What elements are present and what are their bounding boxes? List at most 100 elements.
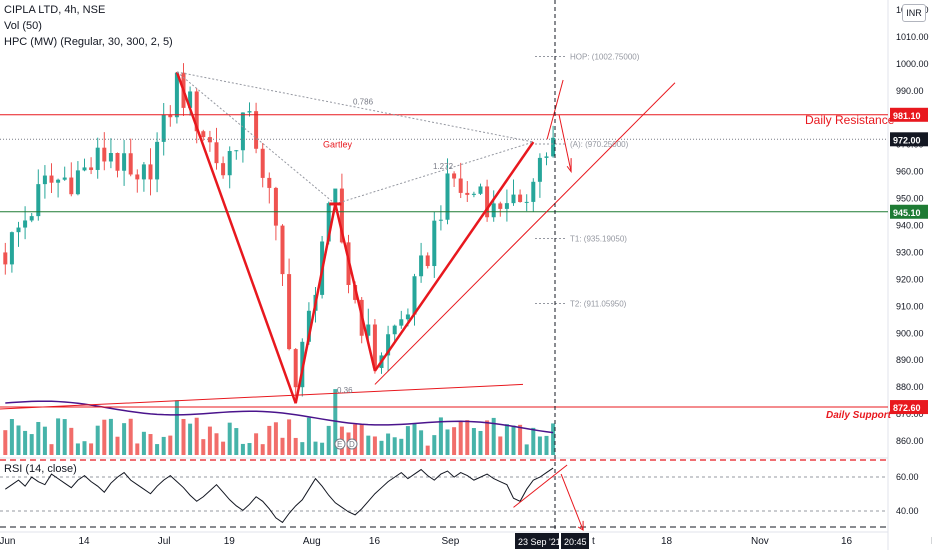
x-tick-label: 14 — [79, 536, 91, 547]
volume-bar — [551, 423, 556, 455]
volume-bar — [122, 423, 127, 455]
candle-body — [207, 137, 212, 143]
cursor-time-box — [561, 533, 589, 549]
pattern-leg[interactable] — [294, 203, 337, 404]
volume-bar — [471, 428, 476, 455]
rsi-line — [5, 467, 554, 524]
volume-bar — [174, 400, 179, 455]
volume-bar — [141, 431, 146, 455]
candle-body — [260, 148, 265, 178]
candle-body — [108, 153, 113, 162]
volume-bar — [498, 436, 503, 455]
candle-body — [551, 137, 556, 157]
candle-body — [518, 194, 523, 203]
volume-bar — [62, 419, 67, 455]
candle-body — [194, 91, 199, 132]
volume-bar — [9, 419, 14, 455]
volume-bar — [392, 437, 397, 455]
volume-bar — [267, 425, 272, 455]
candle-body — [56, 179, 61, 183]
rsi-indicator-label[interactable]: RSI (14, close) — [4, 463, 77, 475]
pattern-leg[interactable] — [373, 141, 535, 372]
target-level-label: (A): (970.25000) — [570, 140, 629, 149]
candle-body — [82, 167, 87, 171]
y-tick-label: 890.00 — [896, 355, 924, 365]
volume-bar — [16, 425, 21, 455]
volume-bar — [333, 389, 338, 455]
candle-body — [399, 319, 404, 326]
volume-bar — [148, 434, 153, 455]
volume-bar — [155, 444, 160, 455]
y-tick-label: 940.00 — [896, 221, 924, 231]
candle-body — [425, 255, 430, 267]
event-marker[interactable] — [346, 438, 358, 450]
volume-bar — [240, 443, 245, 455]
x-tick-label: Aug — [303, 536, 321, 547]
x-tick-label: Jun — [0, 536, 15, 547]
volume-bar — [42, 426, 47, 455]
volume-bar — [425, 445, 430, 455]
rsi-trend-line — [513, 464, 568, 508]
pattern-dotted-line — [335, 141, 534, 205]
volume-bar — [478, 430, 483, 455]
volume-indicator-label[interactable]: Vol (50) — [4, 20, 42, 32]
pattern-leg[interactable] — [334, 203, 377, 372]
cursor-time-label: 20:45 — [564, 537, 587, 547]
volume-ma-line — [5, 400, 554, 434]
green-level-price-box — [890, 204, 928, 219]
candle-body — [504, 203, 509, 209]
symbol-title: CIPLA LTD, 4h, NSE — [4, 4, 106, 16]
volume-bar — [412, 423, 417, 455]
candle-body — [412, 276, 417, 315]
candle-body — [95, 147, 100, 170]
volume-bar — [531, 427, 536, 455]
volume-bar — [432, 435, 437, 455]
candle-body — [491, 203, 496, 218]
channel-line-lower[interactable] — [0, 383, 524, 410]
volume-bar — [214, 433, 219, 455]
candle-body — [148, 164, 153, 180]
daily-support-label: Daily Support — [826, 410, 892, 421]
currency-badge[interactable]: INR — [902, 4, 926, 22]
y-tick-label: 870.00 — [896, 409, 924, 419]
target-level-label: HOP: (1002.75000) — [570, 52, 640, 61]
hpc-indicator-label[interactable]: HPC (MW) (Regular, 30, 300, 2, 5) — [4, 36, 173, 48]
candle-body — [29, 216, 34, 221]
candle-body — [458, 178, 463, 193]
event-marker[interactable] — [334, 438, 346, 450]
candle-body — [287, 274, 292, 350]
candle-body — [339, 188, 344, 243]
volume-bar — [504, 424, 509, 455]
candle-body — [452, 173, 457, 179]
volume-bar — [3, 430, 8, 455]
event-marker-label: D — [349, 440, 355, 449]
volume-bar — [445, 429, 450, 455]
x-tick-label: Sep — [442, 536, 460, 547]
pattern-leg[interactable] — [175, 71, 297, 404]
volume-bar — [405, 426, 410, 455]
volume-bar — [82, 441, 87, 455]
candle-body — [306, 310, 311, 342]
volume-bar — [254, 433, 259, 455]
candle-body — [254, 111, 259, 149]
rsi-tick-label: 40.00 — [896, 506, 919, 516]
candle-body — [333, 188, 338, 204]
daily-resistance-label: Daily Resistance — [805, 113, 895, 127]
x-tick-label: t — [592, 536, 595, 547]
candle-body — [115, 153, 120, 171]
candle-body — [247, 111, 252, 113]
volume-bar — [102, 419, 107, 455]
candle-body — [42, 175, 47, 185]
candle-body — [62, 177, 67, 180]
candle-body — [155, 141, 160, 180]
channel-line-upper[interactable] — [374, 82, 676, 385]
volume-bar — [23, 430, 28, 455]
rsi-down-arrow — [560, 473, 584, 531]
candle-body — [524, 201, 529, 203]
target-level-label: T1: (935.19050) — [570, 234, 627, 243]
x-tick-label: 16 — [841, 536, 853, 547]
resistance-price: 981.10 — [893, 111, 921, 121]
ratio-label: 0.36 — [337, 386, 353, 395]
candle-body — [280, 225, 285, 275]
